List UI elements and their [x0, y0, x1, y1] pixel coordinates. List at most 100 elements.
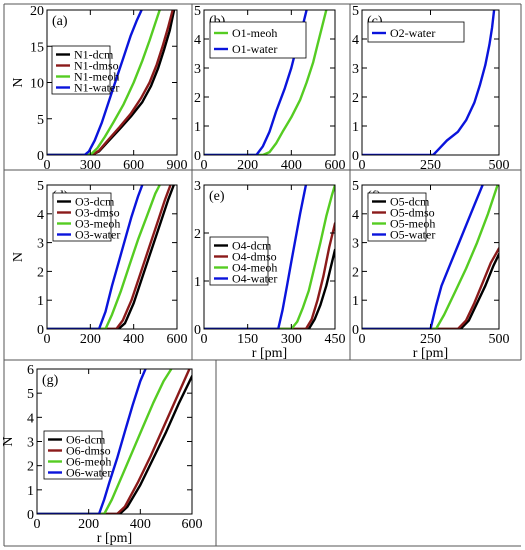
panel-label: (e)	[209, 189, 225, 204]
legend-box	[209, 21, 307, 59]
legend-label-O3-dcm: O3-dcm	[75, 195, 115, 209]
y-tick-label: 5	[37, 179, 44, 194]
x-axis-label: r [pm]	[252, 346, 287, 361]
x-tick-label: 200	[237, 158, 258, 173]
y-tick-label: 5	[37, 113, 44, 128]
y-tick-label: 0	[194, 323, 201, 338]
series-line-O6-meoh	[37, 369, 173, 514]
y-tick-label: 15	[30, 40, 44, 55]
series-line-N1-dmso	[47, 10, 174, 155]
plot-frame	[46, 184, 178, 330]
y-tick-label: 3	[194, 179, 201, 194]
x-tick-label: 600	[123, 158, 144, 173]
x-tick-label: 150	[237, 332, 258, 347]
x-tick-label: 400	[123, 332, 144, 347]
y-tick-label: 1	[352, 120, 359, 135]
y-tick-label: 3	[194, 62, 201, 77]
legend-label-O5-meoh: O5-meoh	[390, 217, 435, 231]
panel-g: 0 200 400 600 0 1 2 3 4 5 6 (g) Nr [pm] O6-dcmO6-dmso…	[1, 363, 203, 546]
series-line-O4-water	[204, 185, 308, 329]
legend-label-O6-dmso: O6-dmso	[66, 444, 111, 458]
x-tick-label: 600	[167, 332, 188, 347]
y-tick-label: 2	[27, 460, 34, 475]
series-line-O5-dcm	[362, 252, 499, 329]
y-tick-label: 4	[352, 208, 359, 223]
y-axis-label: N	[1, 436, 16, 446]
series-line-O4-meoh	[204, 185, 335, 329]
x-tick-label: 0	[201, 158, 208, 173]
series-line-N1-meoh	[47, 10, 161, 155]
y-tick-label: 4	[194, 33, 201, 48]
series-line-N1-water	[47, 10, 143, 155]
x-tick-label: 0	[44, 158, 51, 173]
legend-label-O4-dcm: O4-dcm	[232, 239, 272, 253]
x-tick-label: 600	[325, 158, 346, 173]
y-tick-label: 5	[194, 4, 201, 19]
series-line-O1-meoh	[204, 10, 328, 155]
panel-label: (g)	[42, 373, 59, 388]
legend-label-N1-water: N1-water	[74, 81, 119, 95]
y-tick-label: 2	[352, 91, 359, 106]
legend-label-O4-dmso: O4-dmso	[232, 250, 277, 264]
y-tick-label: 1	[27, 484, 34, 499]
legend-label-O6-dcm: O6-dcm	[66, 433, 106, 447]
y-tick-label: 1	[194, 275, 201, 290]
legend-label-O5-dcm: O5-dcm	[390, 195, 430, 209]
series-line-O3-dcm	[47, 185, 176, 329]
y-tick-label: 0	[37, 149, 44, 164]
legend-label-O5-dmso: O5-dmso	[390, 206, 435, 220]
series-line-O5-meoh	[362, 185, 499, 329]
x-tick-label: 300	[281, 332, 302, 347]
legend-label-O1-water: O1-water	[232, 42, 277, 56]
x-tick-label: 0	[201, 332, 208, 347]
legend-label-N1-dcm: N1-dcm	[74, 48, 114, 62]
y-tick-label: 0	[352, 149, 359, 164]
x-tick-label: 300	[80, 158, 101, 173]
x-tick-label: 0	[34, 517, 41, 532]
y-tick-label: 20	[30, 4, 44, 19]
panel-a: 0 300 600 900 0 5 10 15 20 (a) N N1-dcmN1-dmsoN1-me…	[11, 4, 188, 173]
y-tick-label: 0	[352, 323, 359, 338]
series-line-O6-dmso	[37, 369, 191, 514]
y-tick-label: 0	[27, 508, 34, 523]
y-tick-label: 2	[194, 227, 201, 242]
legend-label-O3-meoh: O3-meoh	[75, 217, 120, 231]
y-tick-label: 4	[352, 33, 359, 48]
x-tick-label: 450	[325, 332, 346, 347]
y-tick-label: 3	[37, 237, 44, 252]
x-tick-label: 500	[489, 158, 510, 173]
x-tick-label: 400	[281, 158, 302, 173]
y-tick-label: 10	[30, 77, 44, 92]
legend-label-O1-meoh: O1-meoh	[232, 26, 277, 40]
y-axis-label: N	[11, 252, 26, 262]
x-tick-label: 250	[420, 158, 441, 173]
panel-label: (a)	[52, 14, 68, 29]
legend: O2-water	[367, 21, 465, 43]
x-tick-label: 0	[44, 332, 51, 347]
series-line-O3-water	[47, 185, 144, 329]
legend: O1-meoh O1-water	[209, 21, 307, 59]
y-tick-label: 1	[37, 294, 44, 309]
panel-e: 0 150 300 450 0 1 2 3 (e) r [pm] O4-dcmO4-dmsoO4-m…	[194, 179, 346, 361]
y-tick-label: 1	[352, 294, 359, 309]
x-tick-label: 500	[489, 332, 510, 347]
y-tick-label: 4	[27, 411, 34, 426]
y-tick-label: 0	[37, 323, 44, 338]
x-tick-label: 0	[359, 158, 366, 173]
series-line-O4-dcm	[204, 248, 335, 329]
legend-label-N1-meoh: N1-meoh	[74, 70, 119, 84]
y-tick-label: 5	[27, 387, 34, 402]
legend-label-O2-water: O2-water	[390, 26, 435, 40]
legend-label-O3-dmso: O3-dmso	[75, 206, 120, 220]
legend-label-O4-water: O4-water	[232, 272, 277, 286]
legend-label-O4-meoh: O4-meoh	[232, 261, 277, 275]
y-tick-label: 4	[37, 208, 44, 223]
